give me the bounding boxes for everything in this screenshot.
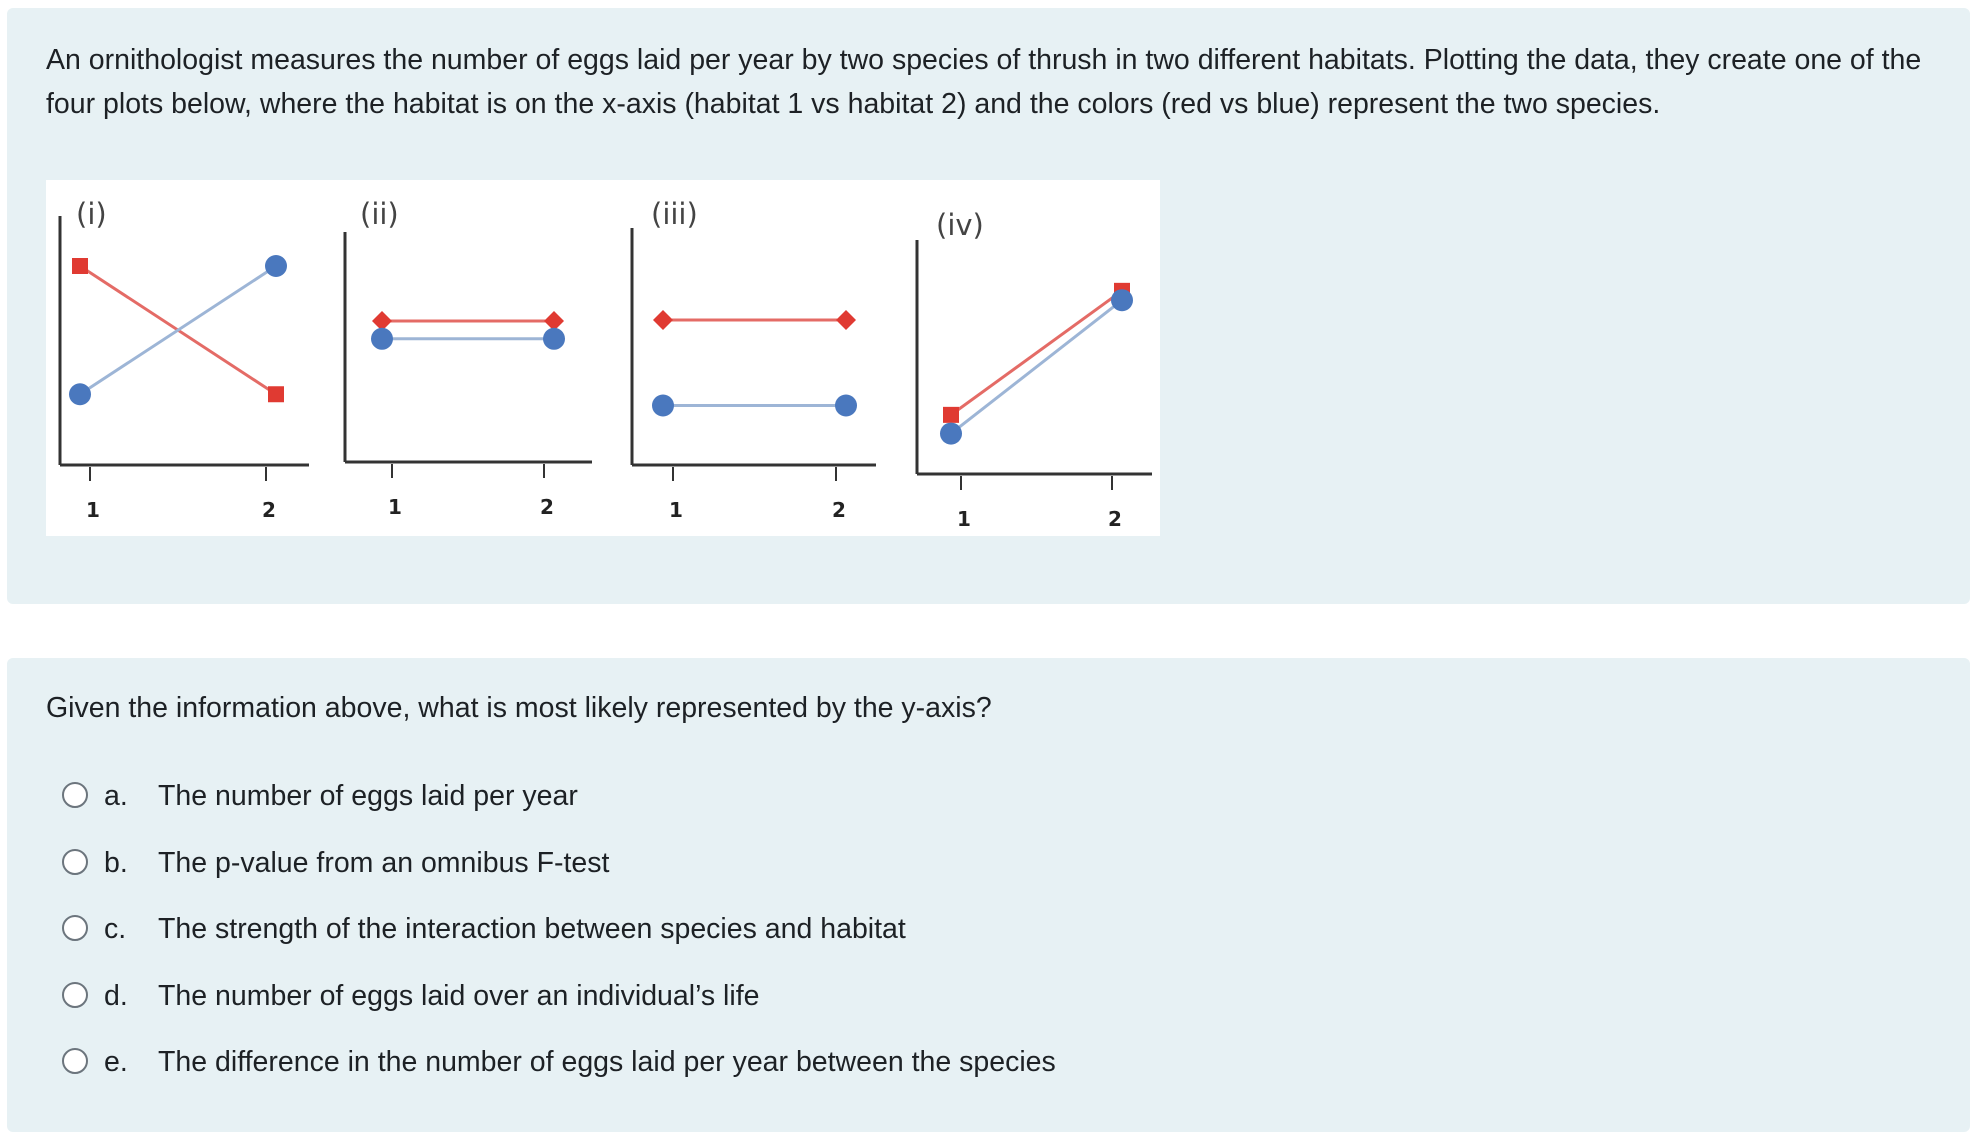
radio-button-b[interactable] xyxy=(62,848,88,875)
option-e[interactable]: e. The difference in the number of eggs … xyxy=(7,1034,1970,1101)
option-d[interactable]: d. The number of eggs laid over an indiv… xyxy=(7,968,1970,1035)
plot-3-series-red-point-2 xyxy=(836,310,856,330)
plot-3-tick-label-2: 2 xyxy=(832,498,846,522)
plot-3-series-red-point-1 xyxy=(653,310,673,330)
option-letter-a: a. xyxy=(104,780,128,812)
plots-figure: 1 2 (i) 1 2 (ii) 1 2 (iii) 1 2 (iv) xyxy=(46,180,1160,536)
plot-4-series-blue-line xyxy=(950,299,1123,435)
info-panel: An ornithologist measures the number of … xyxy=(7,8,1970,604)
radio-button-e[interactable] xyxy=(62,1048,88,1074)
option-label-a[interactable]: The number of eggs laid per year xyxy=(158,780,578,812)
option-letter-c: c. xyxy=(104,913,127,945)
radio-button-d[interactable] xyxy=(62,981,88,1008)
plot-4-series-blue-point-2 xyxy=(1111,289,1133,312)
plot-1: 1 2 (i) xyxy=(58,197,309,522)
option-c[interactable]: c. The strength of the interaction betwe… xyxy=(7,901,1970,968)
plot-1-title: (i) xyxy=(76,197,107,231)
option-letter-e: e. xyxy=(104,1046,128,1078)
plot-4-series-red-line xyxy=(950,289,1123,417)
plot-1-series-red-point-2 xyxy=(268,386,284,403)
plot-4-title: (iv) xyxy=(936,208,984,242)
plot-3-series-blue-point-2 xyxy=(835,394,857,417)
plot-1-series-red-point-1 xyxy=(72,258,88,274)
plot-1-series-blue-point-2 xyxy=(265,255,287,277)
option-letter-d: d. xyxy=(104,979,128,1012)
option-b[interactable]: b. The p-value from an omnibus F-test xyxy=(7,835,1970,902)
plots-svg: 1 2 (i) 1 2 (ii) 1 2 (iii) 1 2 (iv) xyxy=(58,197,1152,531)
radio-button-c[interactable] xyxy=(62,915,88,941)
plot-3-title: (iii) xyxy=(651,197,698,231)
plot-3: 1 2 (iii) xyxy=(630,197,876,522)
option-letter-b: b. xyxy=(104,846,128,879)
plot-2-tick-label-1: 1 xyxy=(388,495,402,519)
option-label-b[interactable]: The p-value from an omnibus F-test xyxy=(158,846,610,879)
plot-2-series-red-point-1 xyxy=(372,311,392,332)
plot-2-series-red-point-2 xyxy=(544,311,564,332)
plot-2: 1 2 (ii) xyxy=(343,197,592,519)
plot-2-series-blue-point-2 xyxy=(543,327,565,350)
plot-2-tick-label-2: 2 xyxy=(540,495,554,519)
plot-4-series-blue-point-1 xyxy=(940,422,962,445)
plot-4-tick-label-2: 2 xyxy=(1108,507,1122,531)
plot-3-series-blue-point-1 xyxy=(652,394,674,417)
radio-button-a[interactable] xyxy=(62,782,88,808)
plot-1-series-blue-line xyxy=(79,264,277,396)
option-label-c[interactable]: The strength of the interaction between … xyxy=(158,913,906,945)
plot-4: 1 2 (iv) xyxy=(915,208,1152,531)
option-label-d[interactable]: The number of eggs laid over an individu… xyxy=(158,979,760,1012)
plot-1-series-blue-point-1 xyxy=(69,383,91,406)
question-panel: Given the information above, what is mos… xyxy=(7,658,1970,1132)
option-a[interactable]: a. The number of eggs laid per year xyxy=(7,768,1970,835)
plot-3-tick-label-1: 1 xyxy=(669,498,683,522)
answer-options: a. The number of eggs laid per year b. T… xyxy=(7,768,1970,1101)
question-text: Given the information above, what is mos… xyxy=(46,692,992,724)
option-label-e[interactable]: The difference in the number of eggs lai… xyxy=(158,1046,1056,1078)
plot-1-tick-label-2: 2 xyxy=(262,498,276,522)
plot-2-title: (ii) xyxy=(360,197,399,231)
plot-4-series-red-point-1 xyxy=(943,406,959,423)
plot-1-tick-label-1: 1 xyxy=(86,498,100,522)
plot-2-series-blue-point-1 xyxy=(371,327,393,350)
plot-4-tick-label-1: 1 xyxy=(957,507,971,531)
info-text: An ornithologist measures the number of … xyxy=(46,44,1922,120)
